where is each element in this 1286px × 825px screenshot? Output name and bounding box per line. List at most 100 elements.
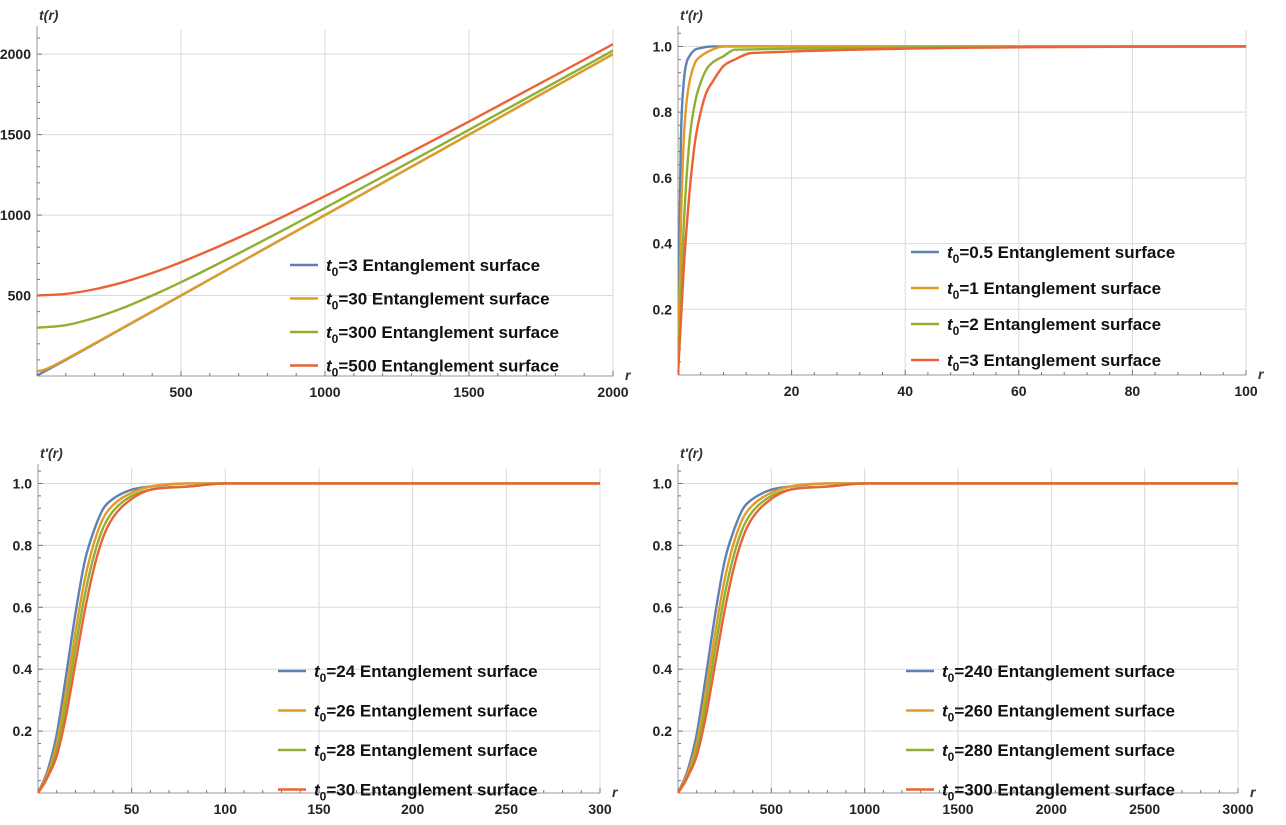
- chart-tprime-large-t0: 500 1000 1500 2000 2500 3000 0.2 0.4 0.6 0.8 1.0 t′…: [653, 445, 1257, 817]
- legend-item: t0=3 Entanglement surface: [911, 351, 1161, 374]
- x-tick-label: 20: [784, 383, 800, 399]
- x-tick-label: 1500: [453, 384, 484, 400]
- x-tick-label: 1000: [309, 384, 340, 400]
- legend-item: t0=300 Entanglement surface: [290, 323, 559, 346]
- y-tick-label: 0.4: [653, 236, 673, 252]
- legend: t0=240 Entanglement surface t0=260 Entang…: [906, 662, 1175, 804]
- y-axis-label: t′(r): [680, 7, 703, 23]
- x-tick-label: 150: [307, 801, 331, 817]
- y-tick-label: 0.6: [13, 599, 33, 615]
- chart-panel-top-left: 500 1000 1500 2000 500 1000 1500 2000 t(r) r t0=3 …: [0, 0, 643, 412]
- y-axis-label: t(r): [39, 7, 59, 23]
- series-line-3: [37, 49, 613, 329]
- legend-label: t0=24 Entanglement surface: [314, 662, 538, 685]
- legend-item: t0=0.5 Entanglement surface: [911, 243, 1175, 266]
- x-tick-label: 100: [1234, 383, 1258, 399]
- series-line-2: [37, 52, 613, 373]
- series-lines: [37, 42, 613, 376]
- x-tick-label: 500: [760, 801, 784, 817]
- x-tick-label: 250: [495, 801, 519, 817]
- y-tick-label: 0.8: [653, 537, 673, 553]
- y-tick-label: 1500: [0, 127, 31, 143]
- legend-label: t0=500 Entanglement surface: [326, 357, 559, 380]
- legend-item: t0=280 Entanglement surface: [906, 741, 1175, 764]
- legend-item: t0=500 Entanglement surface: [290, 357, 559, 380]
- legend-label: t0=280 Entanglement surface: [942, 741, 1175, 764]
- legend-label: t0=30 Entanglement surface: [314, 781, 538, 804]
- series-line-4: [38, 482, 600, 793]
- chart-t-of-r: 500 1000 1500 2000 500 1000 1500 2000 t(r) r t0=3 …: [0, 7, 632, 400]
- legend-label: t0=0.5 Entanglement surface: [947, 243, 1175, 266]
- legend-item: t0=1 Entanglement surface: [911, 279, 1161, 302]
- series-lines: [38, 482, 600, 793]
- y-tick-label: 0.2: [653, 723, 673, 739]
- legend-item: t0=30 Entanglement surface: [278, 781, 538, 804]
- x-tick-label: 200: [401, 801, 425, 817]
- series-line-4: [678, 45, 1246, 375]
- legend-label: t0=2 Entanglement surface: [947, 315, 1161, 338]
- x-axis-label: r: [1258, 366, 1265, 382]
- x-tick-label: 3000: [1222, 801, 1253, 817]
- chart-panel-top-right: 20 40 60 80 100 0.2 0.4 0.6 0.8 1.0 t′(r) r t0=0.5 E…: [643, 0, 1286, 412]
- y-tick-label: 1.0: [653, 475, 673, 491]
- x-tick-label: 60: [1011, 383, 1027, 399]
- legend-label: t0=3 Entanglement surface: [326, 256, 540, 279]
- legend-item: t0=2 Entanglement surface: [911, 315, 1161, 338]
- legend-label: t0=300 Entanglement surface: [942, 781, 1175, 804]
- y-tick-label: 0.6: [653, 170, 673, 186]
- legend-item: t0=260 Entanglement surface: [906, 702, 1175, 725]
- x-tick-label: 80: [1125, 383, 1141, 399]
- y-tick-label: 2000: [0, 46, 31, 62]
- x-tick-label: 2500: [1129, 801, 1160, 817]
- legend-label: t0=300 Entanglement surface: [326, 323, 559, 346]
- x-tick-label: 1500: [942, 801, 973, 817]
- chart-tprime-medium-t0: 50 100 150 200 250 300 0.2 0.4 0.6 0.8 1.0 t′(r) r t0…: [13, 445, 619, 817]
- legend-label: t0=26 Entanglement surface: [314, 702, 538, 725]
- legend: t0=24 Entanglement surface t0=26 Entangle…: [278, 662, 538, 804]
- series-lines: [678, 482, 1238, 793]
- legend-label: t0=240 Entanglement surface: [942, 662, 1175, 685]
- legend-item: t0=26 Entanglement surface: [278, 702, 538, 725]
- legend-label: t0=28 Entanglement surface: [314, 741, 538, 764]
- y-tick-label: 0.6: [653, 599, 673, 615]
- x-tick-label: 100: [214, 801, 238, 817]
- y-tick-label: 0.8: [653, 104, 673, 120]
- x-tick-label: 50: [124, 801, 140, 817]
- series-line-3: [678, 45, 1246, 375]
- legend-label: t0=1 Entanglement surface: [947, 279, 1161, 302]
- x-tick-label: 40: [897, 383, 913, 399]
- x-axis-label: r: [612, 784, 619, 800]
- x-tick-label: 300: [588, 801, 612, 817]
- legend-label: t0=3 Entanglement surface: [947, 351, 1161, 374]
- legend-item: t0=300 Entanglement surface: [906, 781, 1175, 804]
- y-tick-label: 500: [8, 288, 32, 304]
- x-tick-label: 1000: [849, 801, 880, 817]
- x-tick-label: 2000: [597, 384, 628, 400]
- x-axis-label: r: [625, 367, 632, 383]
- legend-item: t0=3 Entanglement surface: [290, 256, 540, 279]
- y-axis-label: t′(r): [40, 445, 63, 461]
- axis-ticks: [36, 37, 614, 376]
- legend-item: t0=240 Entanglement surface: [906, 662, 1175, 685]
- x-tick-label: 500: [169, 384, 193, 400]
- legend-item: t0=28 Entanglement surface: [278, 741, 538, 764]
- series-line-2: [678, 45, 1246, 375]
- axis-ticks: [677, 470, 1239, 793]
- y-tick-label: 1.0: [653, 38, 673, 54]
- chart-tprime-small-t0: 20 40 60 80 100 0.2 0.4 0.6 0.8 1.0 t′(r) r t0=0.5 E…: [653, 7, 1265, 399]
- series-line-4: [37, 42, 613, 297]
- legend-label: t0=30 Entanglement surface: [326, 290, 550, 313]
- series-lines: [678, 45, 1246, 375]
- chart-panel-bottom-right: 500 1000 1500 2000 2500 3000 0.2 0.4 0.6 0.8 1.0 t′…: [643, 413, 1286, 825]
- y-tick-label: 0.8: [13, 537, 33, 553]
- legend: t0=3 Entanglement surface t0=30 Entanglem…: [290, 256, 559, 380]
- chart-panel-bottom-left: 50 100 150 200 250 300 0.2 0.4 0.6 0.8 1.0 t′(r) r t0…: [0, 413, 643, 825]
- legend-item: t0=30 Entanglement surface: [290, 290, 550, 313]
- y-tick-label: 0.2: [653, 301, 673, 317]
- legend: t0=0.5 Entanglement surface t0=1 Entangle…: [911, 243, 1175, 374]
- series-line-4: [678, 482, 1238, 793]
- y-axis-label: t′(r): [680, 445, 703, 461]
- y-tick-label: 1.0: [13, 475, 33, 491]
- x-tick-label: 2000: [1036, 801, 1067, 817]
- legend-item: t0=24 Entanglement surface: [278, 662, 538, 685]
